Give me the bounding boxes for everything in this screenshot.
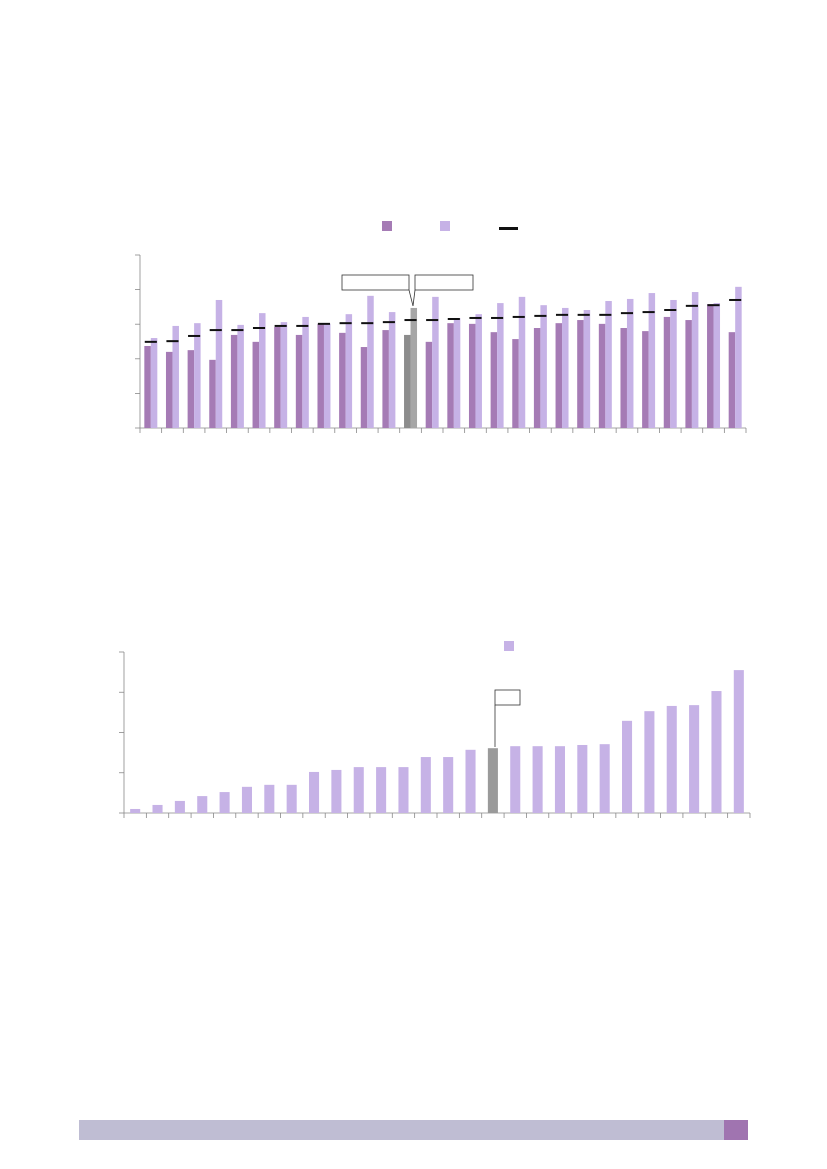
bar <box>642 331 649 428</box>
bar <box>663 316 671 428</box>
bar <box>215 299 223 428</box>
footer-tab <box>724 1120 748 1140</box>
bar <box>532 746 543 813</box>
bar <box>252 341 260 428</box>
bar <box>388 312 396 428</box>
bar <box>353 767 364 813</box>
bar <box>323 323 331 428</box>
bar <box>648 293 656 428</box>
bar <box>382 330 389 428</box>
bar <box>187 350 195 428</box>
bar <box>733 670 744 813</box>
bar <box>713 303 721 428</box>
bar <box>410 307 418 428</box>
annotation-box <box>414 274 474 291</box>
bar <box>691 292 699 428</box>
bar <box>197 796 208 813</box>
bar <box>540 305 547 428</box>
legend-swatch <box>499 227 518 230</box>
bar <box>432 296 439 428</box>
bar <box>331 769 342 813</box>
bar <box>490 332 498 428</box>
bar <box>241 786 252 813</box>
annotation-box <box>341 274 410 291</box>
bar <box>533 328 541 428</box>
bar <box>404 334 411 428</box>
bar <box>219 792 230 813</box>
bar <box>209 359 216 428</box>
bar <box>259 313 266 428</box>
bar <box>309 771 320 813</box>
bar <box>599 744 610 813</box>
bar <box>367 295 374 428</box>
bar <box>510 746 521 813</box>
legend-swatch <box>504 641 514 651</box>
bar <box>622 720 633 813</box>
bar <box>194 323 201 428</box>
bar <box>583 310 591 428</box>
bar <box>577 744 588 813</box>
bar <box>497 303 504 428</box>
bar <box>475 314 482 428</box>
bar <box>302 316 309 428</box>
bar <box>689 705 700 813</box>
bar <box>487 748 498 813</box>
bar <box>577 320 584 428</box>
bar <box>465 749 476 813</box>
bar <box>264 784 275 813</box>
bar <box>598 323 606 428</box>
bar <box>152 804 163 813</box>
bar <box>620 328 627 428</box>
bar <box>425 341 433 428</box>
bar <box>274 326 281 428</box>
bar <box>605 301 612 428</box>
bar <box>453 317 461 428</box>
annotation-leader <box>412 289 416 307</box>
bar <box>286 784 297 813</box>
bar <box>711 691 722 813</box>
bar <box>443 757 454 813</box>
bar <box>728 332 736 428</box>
bar <box>626 298 634 428</box>
bar <box>165 351 173 428</box>
bar <box>707 304 714 428</box>
bar <box>376 767 387 813</box>
bar <box>345 314 353 428</box>
bar <box>317 323 324 428</box>
annotation-leader <box>408 289 414 307</box>
bar <box>172 325 179 428</box>
bar <box>512 339 519 428</box>
bar <box>685 320 692 428</box>
bar <box>150 338 158 428</box>
annotation-box <box>494 689 521 706</box>
bar <box>144 345 151 428</box>
bar <box>562 307 569 428</box>
bar <box>468 323 476 428</box>
bar <box>670 299 677 428</box>
bar <box>130 808 141 813</box>
bar <box>280 322 288 428</box>
legend-swatch <box>382 221 392 231</box>
bar <box>230 334 238 428</box>
bar <box>666 705 677 813</box>
bar <box>554 746 565 813</box>
bar <box>735 286 742 428</box>
bar <box>447 323 454 428</box>
bar <box>420 757 431 813</box>
bar <box>295 334 303 428</box>
bar <box>555 323 563 428</box>
bar <box>644 711 655 813</box>
bar <box>237 324 244 428</box>
bar <box>174 800 185 813</box>
footer-band <box>79 1120 724 1140</box>
bar <box>518 296 526 428</box>
bar <box>339 332 346 428</box>
bar <box>360 347 368 428</box>
legend-swatch <box>440 221 450 231</box>
bar <box>398 767 409 813</box>
